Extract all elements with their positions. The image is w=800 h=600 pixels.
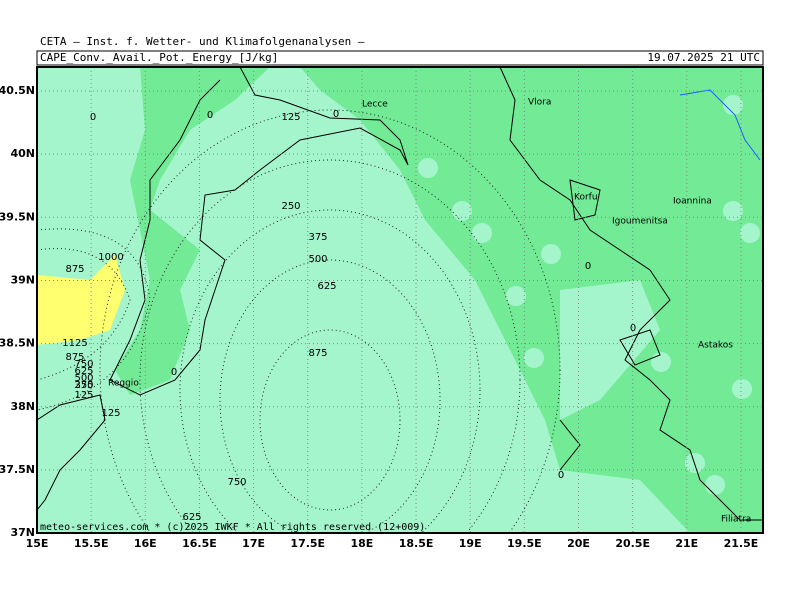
contour-label: 875 — [65, 264, 84, 275]
lon-tick-label: 16E — [134, 537, 157, 550]
cape-zone — [115, 67, 270, 395]
lat-tick-label: 40.5N — [0, 84, 35, 97]
place-name: Reggio — [108, 379, 139, 389]
place-name: Ioannina — [673, 197, 712, 207]
contour-label: 625 — [182, 512, 201, 523]
place-name: Vlora — [528, 98, 551, 108]
lon-tick-label: 17E — [242, 537, 265, 550]
lon-tick-label: 17.5E — [290, 537, 325, 550]
cape-contours — [37, 109, 561, 533]
lon-tick-label: 18E — [350, 537, 373, 550]
map-area — [37, 67, 763, 533]
contour-label: 625 — [74, 366, 93, 377]
contour-label: 750 — [74, 359, 93, 370]
contour-label: 375 — [308, 232, 327, 243]
place-name: Astakos — [698, 341, 733, 351]
header-title: CETA – Inst. f. Wetter- und Klimafolgena… — [40, 35, 365, 48]
footer: meteo-services.com * (c)2025 IWKF * All … — [40, 522, 425, 533]
contour-label: 500 — [74, 373, 93, 384]
lon-tick-label: 19.5E — [507, 537, 542, 550]
contour-label: 250 — [74, 380, 93, 391]
place-names: Vlora Lecce Korfu Igoumenitsa Ioannina A… — [108, 98, 751, 525]
contour-label: 0 — [171, 367, 177, 378]
contour-label: 1125 — [62, 338, 87, 349]
contour-label: 0 — [333, 109, 339, 120]
valid-time: 19.07.2025 21 UTC — [647, 51, 760, 64]
contour-label: 375 — [74, 380, 93, 391]
lon-tick-label: 19E — [459, 537, 482, 550]
contour-label: 500 — [308, 254, 327, 265]
place-name: Korfu — [574, 193, 598, 203]
place-name: Lecce — [362, 100, 388, 110]
lon-tick-label: 18.5E — [399, 537, 434, 550]
contour-labels: 0 0 125 0 250 375 500 625 875 1000 875 1… — [62, 109, 636, 523]
contour-label: 0 — [207, 110, 213, 121]
contour-label: 1000 — [98, 252, 123, 263]
contour-label: 875 — [308, 348, 327, 359]
contour-label: 125 — [281, 112, 300, 123]
field-name: CAPE_Conv._Avail._Pot._Energy_[J/kg] — [40, 51, 278, 64]
contour-label: 875 — [65, 352, 84, 363]
lon-tick-label: 15E — [26, 537, 49, 550]
contour-label: 0 — [558, 470, 564, 481]
lat-tick-label: 37.5N — [0, 463, 35, 476]
contour-label: 250 — [281, 201, 300, 212]
lat-tick-label: 40N — [10, 147, 35, 160]
contour-label: 0 — [630, 323, 636, 334]
place-name: Igoumenitsa — [612, 217, 668, 227]
contour-label: 750 — [227, 477, 246, 488]
high-cape-zone — [37, 255, 125, 345]
lon-tick-label: 21E — [675, 537, 698, 550]
place-name: Filiatra — [721, 515, 751, 525]
coastlines — [37, 67, 763, 521]
contour-label: 0 — [585, 261, 591, 272]
contour-label: 625 — [317, 281, 336, 292]
lon-tick-label: 16.5E — [182, 537, 217, 550]
lat-tick-label: 37N — [10, 526, 35, 539]
lon-tick-label: 21.5E — [724, 537, 759, 550]
header-box — [36, 50, 764, 66]
lat-tick-label: 38.5N — [0, 337, 35, 350]
lat-tick-label: 39N — [10, 273, 35, 286]
contour-label: 125 — [74, 390, 93, 401]
low-cape-spots — [165, 95, 760, 495]
contour-label: 0 — [90, 112, 96, 123]
lat-tick-label: 39.5N — [0, 210, 35, 223]
map-frame — [36, 66, 764, 534]
lat-tick-label: 38N — [10, 400, 35, 413]
contour-label: 125 — [101, 408, 120, 419]
lon-tick-label: 15.5E — [74, 537, 109, 550]
lon-tick-label: 20E — [567, 537, 590, 550]
lon-tick-label: 20.5E — [615, 537, 650, 550]
